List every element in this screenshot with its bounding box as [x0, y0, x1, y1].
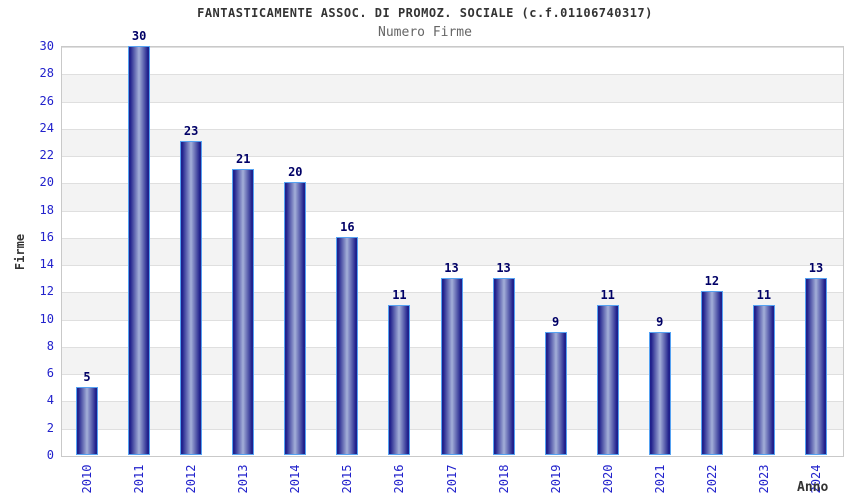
- y-tick-label: 10: [39, 311, 54, 326]
- bar-value-label: 12: [704, 274, 720, 289]
- x-tick-label: 2021: [652, 464, 667, 494]
- y-tick-label: 26: [39, 93, 54, 108]
- y-tick-label: 8: [46, 338, 54, 353]
- bar-2014: [284, 182, 307, 455]
- bar-value-label: 9: [656, 315, 664, 330]
- bar-value-label: 16: [340, 219, 355, 234]
- bar-2019: [544, 332, 567, 455]
- bar-2011: [128, 46, 151, 455]
- bar-2018: [492, 277, 515, 455]
- chart-title: FANTASTICAMENTE ASSOC. DI PROMOZ. SOCIAL…: [197, 6, 653, 20]
- x-tick-label: 2019: [548, 464, 563, 494]
- x-tick-label: 2011: [132, 464, 147, 494]
- y-tick-label: 4: [46, 393, 54, 408]
- bar-value-label: 30: [131, 29, 147, 43]
- grid-band: [62, 156, 843, 184]
- x-tick-label: 2013: [236, 464, 251, 494]
- y-axis-title: Firme: [13, 233, 27, 271]
- bar-2010: [76, 386, 99, 455]
- bar-2024: [804, 277, 827, 455]
- bar-value-label: 11: [392, 288, 407, 303]
- bar-value-label: 9: [552, 315, 560, 330]
- bar-value-label: 11: [600, 288, 615, 303]
- bar-2016: [388, 305, 411, 455]
- y-tick-label: 30: [39, 39, 54, 53]
- x-tick-label: 2010: [80, 464, 95, 494]
- chart-subtitle: Numero Firme: [378, 25, 472, 40]
- grid-band: [62, 101, 843, 129]
- x-tick-label: 2018: [496, 464, 511, 494]
- bar-2015: [336, 236, 359, 455]
- bar-value-label: 21: [235, 151, 251, 166]
- bar-2023: [752, 305, 775, 455]
- x-tick-label: 2022: [704, 464, 719, 494]
- y-tick-label: 14: [39, 257, 54, 272]
- bar-value-label: 5: [83, 369, 91, 384]
- y-tick-label: 24: [39, 120, 54, 135]
- grid-band: [62, 210, 843, 238]
- y-tick-label: 6: [46, 366, 54, 381]
- y-tick-label: 20: [39, 175, 54, 190]
- y-tick-label: 2: [46, 420, 54, 435]
- x-tick-label: 2023: [756, 464, 771, 494]
- x-tick-label: 2017: [444, 464, 459, 494]
- y-tick-label: 12: [39, 284, 54, 299]
- y-tick-label: 16: [39, 229, 54, 244]
- grid-band: [62, 47, 843, 75]
- bar-value-label: 11: [756, 288, 772, 303]
- x-tick-label: 2012: [184, 464, 199, 494]
- x-tick-label: 2020: [600, 464, 615, 494]
- bar-value-label: 20: [288, 165, 303, 180]
- x-tick-label: 2016: [392, 464, 407, 494]
- x-axis-title: Anno: [797, 480, 829, 495]
- grid-band: [62, 74, 843, 102]
- bar-value-label: 23: [183, 124, 199, 139]
- y-tick-label: 18: [39, 202, 54, 217]
- bar-2022: [700, 291, 723, 455]
- grid-band: [62, 183, 843, 211]
- x-tick-label: 2015: [340, 464, 355, 494]
- bar-value-label: 13: [496, 260, 511, 275]
- bar-value-label: 13: [444, 260, 459, 275]
- bar-2012: [180, 141, 203, 455]
- bar-2013: [232, 168, 255, 455]
- bar-2017: [440, 277, 463, 455]
- y-tick-label: 22: [39, 148, 54, 163]
- x-tick-label: 2014: [288, 464, 303, 494]
- bar-2021: [648, 332, 671, 455]
- y-tick-label: 0: [46, 448, 54, 462]
- bar-value-label: 13: [808, 260, 824, 275]
- y-tick-label: 28: [39, 66, 54, 81]
- bar-2020: [596, 305, 619, 455]
